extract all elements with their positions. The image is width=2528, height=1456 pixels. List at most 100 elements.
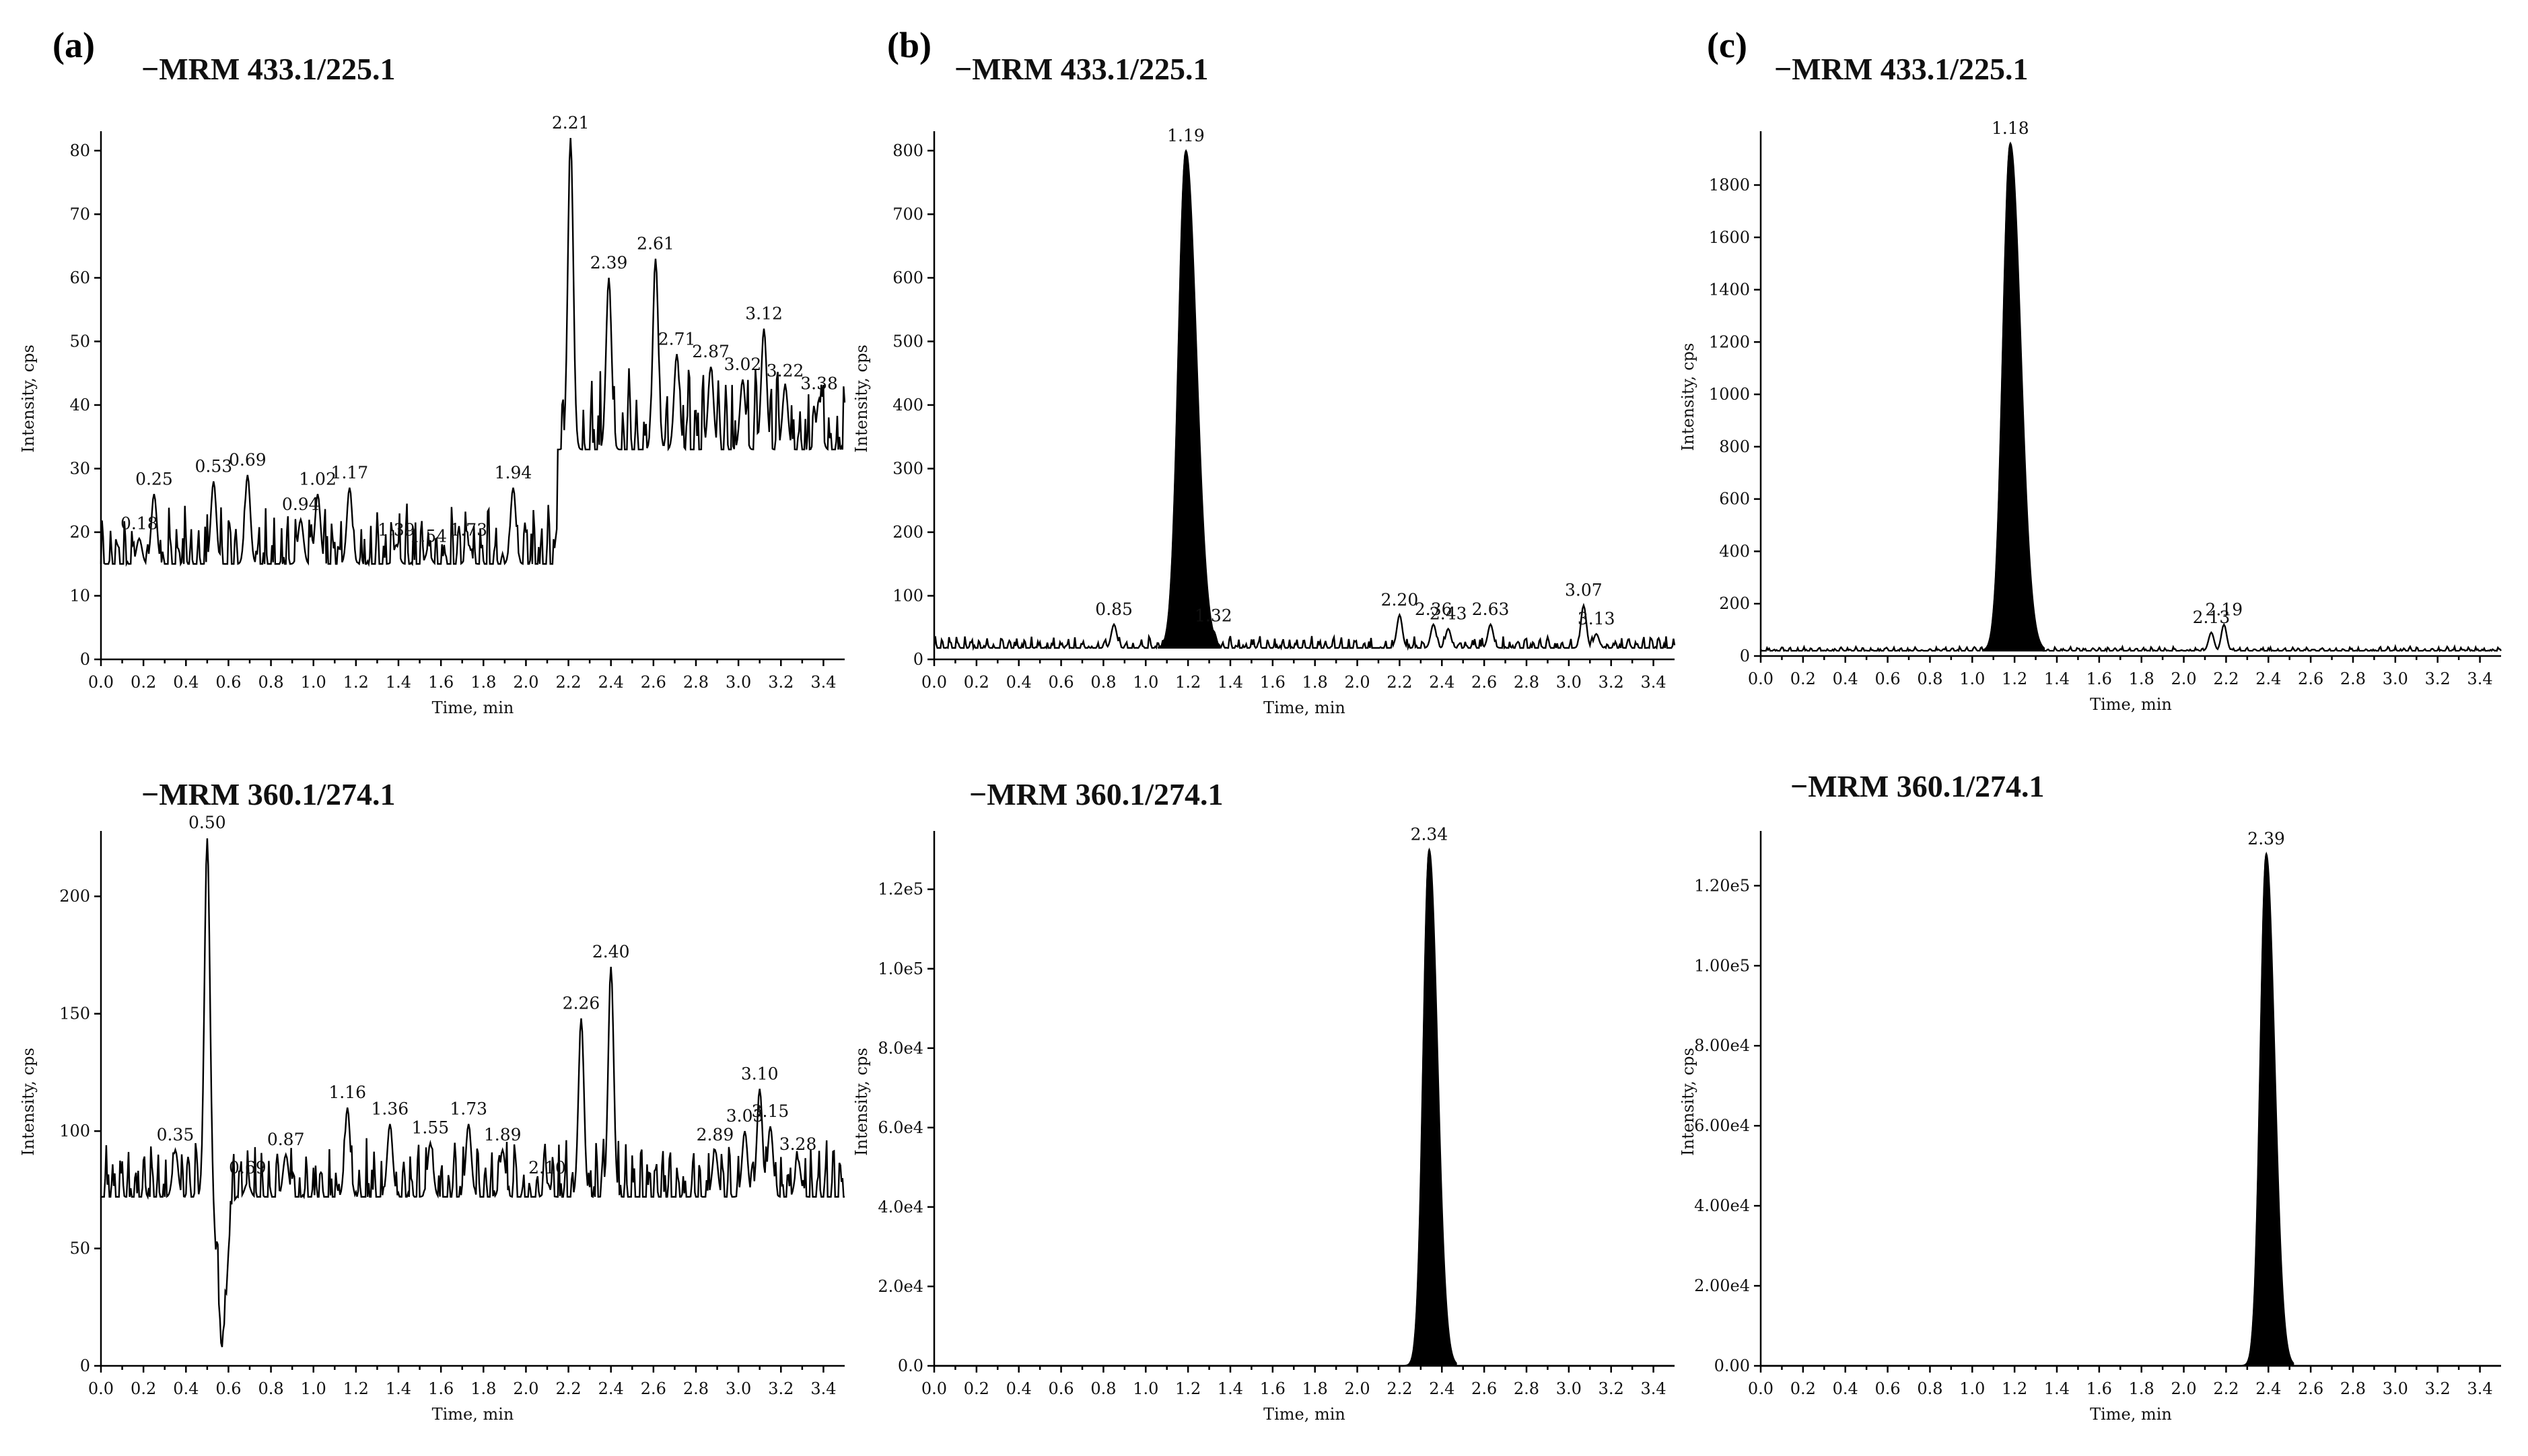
x-axis-label: Time, min xyxy=(1263,1405,1345,1424)
x-axis-label: Time, min xyxy=(2090,1405,2172,1424)
main-peak-area xyxy=(1406,847,1457,1367)
y-tick-label: 0 xyxy=(913,650,923,669)
peak-label: 3.38 xyxy=(800,374,838,394)
x-tick-label: 3.2 xyxy=(1599,1379,1624,1398)
peak-label: 1.94 xyxy=(495,463,532,482)
x-tick-label: 0.6 xyxy=(1048,1379,1074,1398)
y-tick-label: 800 xyxy=(1719,437,1750,456)
panel-label-a: (a) xyxy=(52,25,95,65)
y-tick-label: 8.0e4 xyxy=(878,1039,923,1058)
chart-1: −MRM 433.1/225.1 0.0 0.2 0.4 0.6 0.8 1.0 1.2 1.4… xyxy=(19,52,846,717)
y-tick-label: 4.0e4 xyxy=(878,1198,923,1216)
peak-label: 1.73 xyxy=(450,1099,487,1119)
x-tick-label: 1.4 xyxy=(1218,1379,1243,1398)
y-axis-label: Intensity, cps xyxy=(852,344,871,453)
y-axis-label: Intensity, cps xyxy=(19,1048,38,1156)
y-tick-label: 1200 xyxy=(1709,332,1750,351)
x-tick-label: 2.6 xyxy=(1471,673,1497,692)
x-tick-label: 0.8 xyxy=(1090,673,1116,692)
y-tick-label: 600 xyxy=(1719,490,1750,509)
y-tick-label: 0.0 xyxy=(898,1356,923,1375)
peak-label: 2.40 xyxy=(592,942,630,961)
y-axis-label: Intensity, cps xyxy=(19,344,38,453)
x-tick-label: 2.6 xyxy=(2298,669,2323,688)
x-tick-label: 0.4 xyxy=(173,673,199,692)
y-tick-label: 500 xyxy=(892,332,923,351)
x-tick-label: 3.4 xyxy=(2467,669,2492,688)
y-tick-label: 4.00e4 xyxy=(1694,1196,1750,1215)
x-tick-label: 0.6 xyxy=(1874,669,1900,688)
peak-label: 0.69 xyxy=(229,1158,267,1177)
x-tick-label: 1.0 xyxy=(1133,673,1158,692)
x-tick-label: 1.2 xyxy=(343,1379,369,1398)
x-tick-label: 2.6 xyxy=(2298,1379,2323,1398)
x-tick-label: 1.6 xyxy=(1260,673,1286,692)
x-tick-label: 1.8 xyxy=(2129,1379,2154,1398)
x-tick-label: 3.4 xyxy=(1640,673,1666,692)
chart-title: −MRM 433.1/225.1 xyxy=(1774,52,2029,86)
peak-label: 0.53 xyxy=(195,456,232,476)
peak-label: 2.20 xyxy=(1381,590,1419,610)
x-tick-label: 2.2 xyxy=(555,673,581,692)
y-tick-label: 1600 xyxy=(1709,228,1750,247)
x-tick-label: 1.0 xyxy=(301,673,326,692)
x-tick-label: 0.4 xyxy=(1006,1379,1032,1398)
peak-label: 1.36 xyxy=(372,1099,409,1119)
x-tick-label: 0.8 xyxy=(258,673,283,692)
x-tick-label: 0.4 xyxy=(173,1379,199,1398)
y-tick-label: 70 xyxy=(69,205,90,223)
x-tick-label: 1.0 xyxy=(301,1379,326,1398)
x-tick-label: 2.0 xyxy=(1344,673,1370,692)
x-tick-label: 1.4 xyxy=(2044,669,2070,688)
chart-title: −MRM 360.1/274.1 xyxy=(969,777,1224,811)
x-tick-label: 2.0 xyxy=(1344,1379,1370,1398)
peak-label: 3.07 xyxy=(1565,581,1603,600)
y-tick-label: 60 xyxy=(69,268,90,287)
peak-label: 1.55 xyxy=(412,1118,450,1138)
peak-label: 0.69 xyxy=(229,450,267,470)
peak-label: 2.63 xyxy=(1472,599,1510,619)
y-tick-label: 0 xyxy=(80,1356,90,1375)
x-tick-label: 2.0 xyxy=(513,673,538,692)
x-tick-label: 3.2 xyxy=(1599,673,1624,692)
peak-label: 0.50 xyxy=(188,813,226,832)
y-tick-label: 8.00e4 xyxy=(1694,1036,1750,1055)
chromatogram-trace xyxy=(1760,143,2502,653)
x-tick-label: 0.2 xyxy=(1790,669,1816,688)
x-tick-label: 0.8 xyxy=(258,1379,283,1398)
x-tick-label: 0.2 xyxy=(964,673,989,692)
x-tick-label: 1.2 xyxy=(343,673,369,692)
x-tick-label: 1.2 xyxy=(1175,1379,1201,1398)
x-tick-label: 2.8 xyxy=(2340,669,2366,688)
x-tick-label: 0.0 xyxy=(88,673,114,692)
peak-label: 3.13 xyxy=(1578,609,1615,628)
x-tick-label: 2.0 xyxy=(513,1379,538,1398)
peak-label: 1.02 xyxy=(299,469,337,488)
x-tick-label: 2.2 xyxy=(2213,669,2239,688)
peak-label: 0.94 xyxy=(282,495,320,514)
y-tick-label: 6.00e4 xyxy=(1694,1116,1750,1135)
x-tick-label: 3.4 xyxy=(810,1379,836,1398)
x-tick-label: 1.8 xyxy=(1302,673,1328,692)
x-tick-label: 2.0 xyxy=(2171,1379,2196,1398)
x-tick-label: 1.8 xyxy=(470,673,496,692)
x-tick-label: 3.0 xyxy=(1556,1379,1582,1398)
x-tick-label: 3.0 xyxy=(2383,1379,2408,1398)
x-tick-label: 1.4 xyxy=(386,673,411,692)
peak-label: 1.54 xyxy=(409,526,447,546)
peak-label: 2.13 xyxy=(2193,608,2231,627)
x-tick-label: 0.8 xyxy=(1917,669,1942,688)
y-tick-label: 400 xyxy=(1719,542,1750,560)
x-tick-label: 1.6 xyxy=(2086,669,2112,688)
chromatogram-trace xyxy=(100,137,846,567)
main-peak-area xyxy=(1158,149,1221,649)
chromatogram-trace xyxy=(933,150,1676,651)
peak-label: 3.03 xyxy=(726,1106,764,1126)
x-tick-label: 0.8 xyxy=(1917,1379,1942,1398)
x-tick-label: 1.4 xyxy=(386,1379,411,1398)
y-tick-label: 2.0e4 xyxy=(878,1277,923,1296)
y-axis-label: Intensity, cps xyxy=(852,1048,871,1156)
main-peak-area xyxy=(2243,851,2294,1367)
peak-label: 2.34 xyxy=(1411,825,1448,844)
